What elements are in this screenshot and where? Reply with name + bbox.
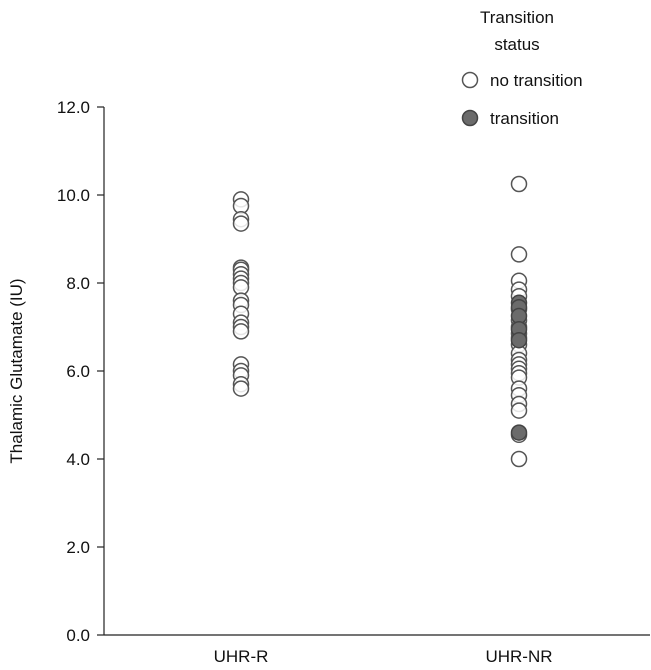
legend-title-line1: Transition bbox=[480, 8, 554, 27]
data-point-transition bbox=[510, 424, 528, 441]
legend-marker-no-transition bbox=[461, 71, 479, 89]
y-tick-label: 12.0 bbox=[57, 98, 90, 117]
y-tick-label: 8.0 bbox=[66, 274, 90, 293]
x-category-label: UHR-NR bbox=[485, 647, 552, 666]
legend-label-transition: transition bbox=[490, 109, 559, 128]
y-tick-label: 10.0 bbox=[57, 186, 90, 205]
y-tick-label: 2.0 bbox=[66, 538, 90, 557]
x-category-label: UHR-R bbox=[214, 647, 269, 666]
legend-marker-transition bbox=[461, 109, 479, 127]
x-ticks: UHR-R UHR-NR bbox=[214, 647, 553, 666]
data-point-no-transition bbox=[232, 380, 250, 397]
legend-title-line2: status bbox=[494, 35, 539, 54]
data-point-transition bbox=[510, 331, 528, 349]
y-tick-label: 0.0 bbox=[66, 626, 90, 645]
axes: 0.0 2.0 4.0 6.0 8.0 10.0 12.0 UHR-R UHR-NR bbox=[57, 98, 650, 666]
data-point-no-transition bbox=[510, 246, 528, 263]
y-ticks: 0.0 2.0 4.0 6.0 8.0 10.0 12.0 bbox=[57, 98, 104, 645]
legend-label-no-transition: no transition bbox=[490, 71, 583, 90]
y-axis-label: Thalamic Glutamate (IU) bbox=[7, 278, 26, 463]
y-tick-label: 4.0 bbox=[66, 450, 90, 469]
data-point-no-transition bbox=[510, 450, 528, 468]
data-points bbox=[232, 175, 528, 468]
data-point-no-transition bbox=[510, 402, 528, 419]
data-point-no-transition bbox=[510, 175, 528, 193]
data-point-no-transition bbox=[232, 323, 250, 340]
y-tick-label: 6.0 bbox=[66, 362, 90, 381]
legend: Transition status no transition transiti… bbox=[461, 8, 583, 128]
data-point-no-transition bbox=[232, 215, 250, 232]
